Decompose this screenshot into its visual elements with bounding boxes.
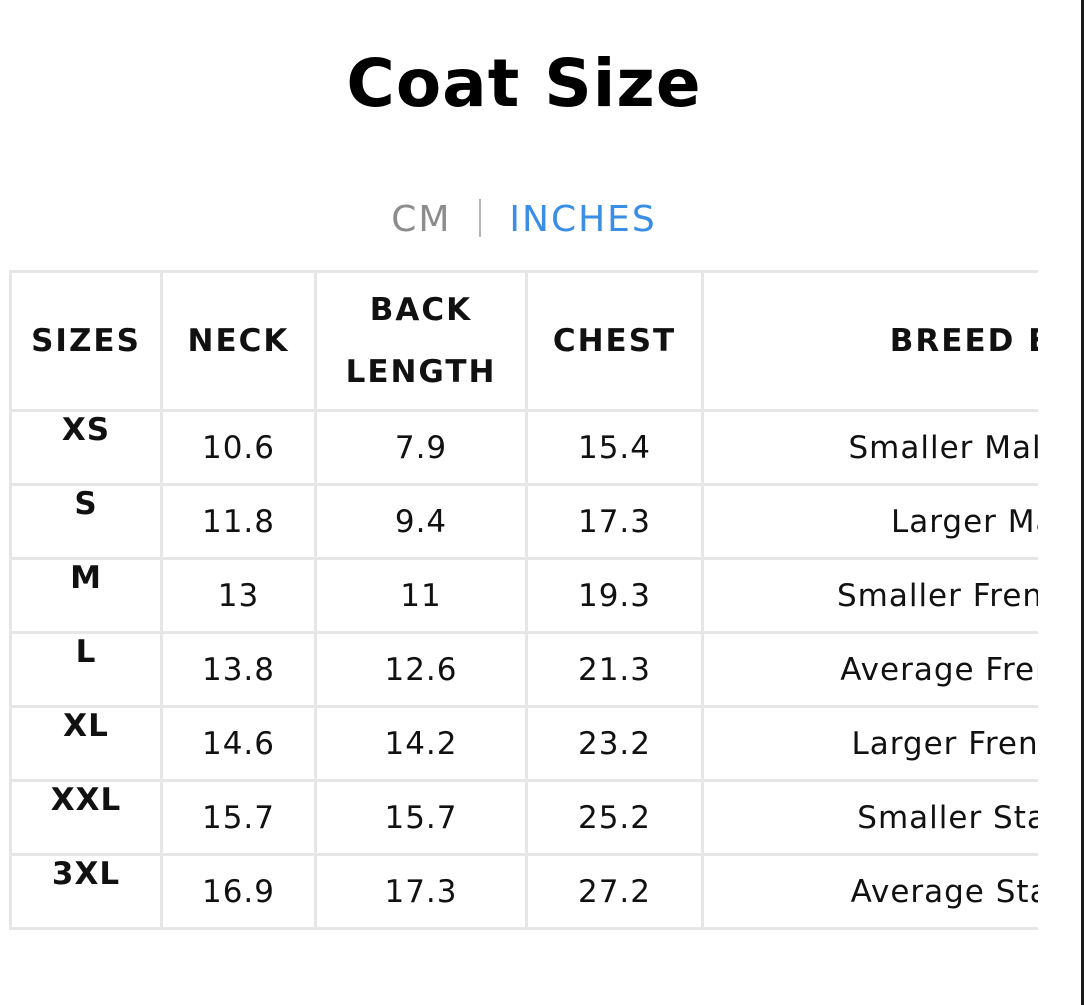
back-length-cell: 15.7 [314, 779, 528, 856]
breed-cell: Larger Maltese/ I [701, 483, 1038, 560]
unit-separator [479, 199, 482, 237]
neck-cell: 14.6 [160, 705, 317, 782]
breed-cell: Average Staffy/ Eng [701, 853, 1038, 930]
header-back-line2: LENGTH [345, 354, 497, 390]
unit-option-cm[interactable]: CM [391, 199, 452, 240]
back-length-cell: 7.9 [314, 409, 528, 486]
header-breed-examples: BREED EXA [701, 270, 1038, 412]
table-row: XL 14.6 14.2 23.2 Larger Frenchie/ Bo [9, 705, 1038, 782]
table-row: L 13.8 12.6 21.3 Average Frenchie/ B [9, 631, 1038, 708]
table-row: XXL 15.7 15.7 25.2 Smaller Staffy/ Eng [9, 779, 1038, 856]
chest-cell: 23.2 [525, 705, 704, 782]
chest-cell: 17.3 [525, 483, 704, 560]
table-row: 3XL 16.9 17.3 27.2 Average Staffy/ Eng [9, 853, 1038, 930]
header-sizes: SIZES [9, 270, 163, 412]
chest-cell: 21.3 [525, 631, 704, 708]
breed-cell: Smaller Maltese/ I [701, 409, 1038, 486]
breed-cell: Smaller Staffy/ Eng [701, 779, 1038, 856]
breed-cell: Smaller Frenchie/ B [701, 557, 1038, 634]
right-edge-divider [1081, 0, 1084, 1005]
table-header-row: SIZES NECK BACK LENGTH CHEST BREED EXA [9, 270, 1038, 412]
neck-cell: 10.6 [160, 409, 317, 486]
size-cell: XS [9, 409, 163, 486]
table-row: M 13 11 19.3 Smaller Frenchie/ B [9, 557, 1038, 634]
breed-cell: Larger Frenchie/ Bo [701, 705, 1038, 782]
neck-cell: 13.8 [160, 631, 317, 708]
header-back-length: BACK LENGTH [314, 270, 528, 412]
back-length-cell: 17.3 [314, 853, 528, 930]
neck-cell: 16.9 [160, 853, 317, 930]
neck-cell: 13 [160, 557, 317, 634]
table-row: XS 10.6 7.9 15.4 Smaller Maltese/ I [9, 409, 1038, 486]
chest-cell: 27.2 [525, 853, 704, 930]
size-cell: 3XL [9, 853, 163, 930]
size-cell: XXL [9, 779, 163, 856]
page-title: Coat Size [346, 45, 702, 122]
back-length-cell: 12.6 [314, 631, 528, 708]
chest-cell: 19.3 [525, 557, 704, 634]
breed-cell: Average Frenchie/ B [701, 631, 1038, 708]
chest-cell: 25.2 [525, 779, 704, 856]
size-cell: M [9, 557, 163, 634]
chest-cell: 15.4 [525, 409, 704, 486]
size-table-container[interactable]: SIZES NECK BACK LENGTH CHEST BREED EXA XS… [9, 270, 1038, 954]
header-back-line1: BACK [369, 292, 473, 328]
back-length-cell: 9.4 [314, 483, 528, 560]
size-table: SIZES NECK BACK LENGTH CHEST BREED EXA XS… [9, 270, 1038, 930]
header-chest: CHEST [525, 270, 704, 412]
size-cell: XL [9, 705, 163, 782]
table-row: S 11.8 9.4 17.3 Larger Maltese/ I [9, 483, 1038, 560]
size-cell: S [9, 483, 163, 560]
size-cell: L [9, 631, 163, 708]
unit-option-inches[interactable]: INCHES [509, 199, 657, 240]
neck-cell: 15.7 [160, 779, 317, 856]
back-length-cell: 11 [314, 557, 528, 634]
header-neck: NECK [160, 270, 317, 412]
back-length-cell: 14.2 [314, 705, 528, 782]
unit-toggle: CM INCHES [0, 196, 1048, 244]
neck-cell: 11.8 [160, 483, 317, 560]
